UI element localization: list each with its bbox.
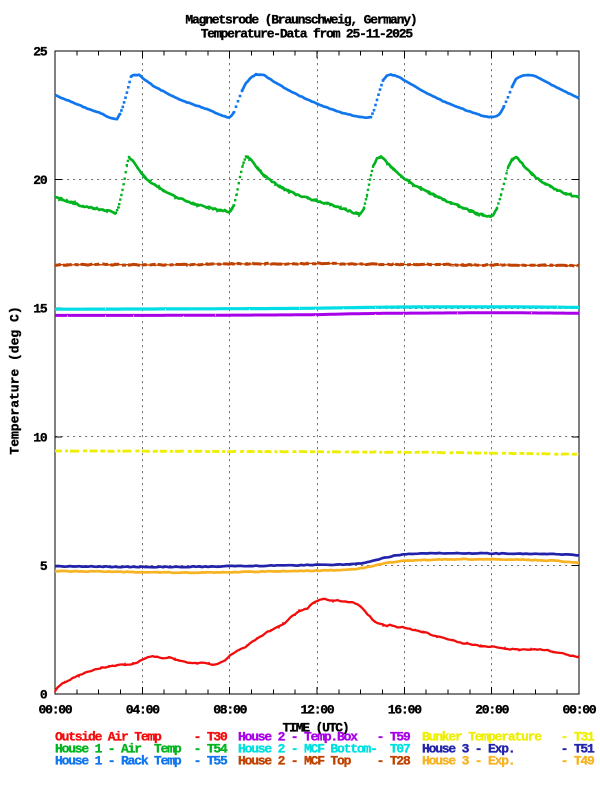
svg-text:House 3 - Exp. - T49: House 3 - Exp. - T49: [422, 754, 595, 769]
svg-text:15: 15: [33, 302, 48, 317]
svg-text:TIME (UTC): TIME (UTC): [283, 721, 349, 736]
svg-text:00:00: 00:00: [563, 703, 597, 718]
svg-text:House 2 - MCF Top - T28: House 2 - MCF Top - T28: [238, 754, 411, 769]
svg-text:12:00: 12:00: [301, 703, 335, 718]
svg-text:Temperature (deg C): Temperature (deg C): [8, 306, 23, 454]
svg-text:10: 10: [33, 430, 48, 445]
svg-text:0: 0: [40, 688, 48, 703]
svg-text:House 1 - Rack Temp - T55: House 1 - Rack Temp - T55: [55, 754, 228, 769]
svg-text:16:00: 16:00: [388, 703, 422, 718]
svg-text:House 3 - Exp. - T51: House 3 - Exp. - T51: [422, 742, 595, 757]
svg-text:5: 5: [40, 559, 48, 574]
svg-text:20: 20: [33, 173, 48, 188]
svg-text:20:00: 20:00: [475, 703, 509, 718]
svg-text:House 2 - MCF Bottom- T07: House 2 - MCF Bottom- T07: [238, 742, 410, 757]
svg-text:00:00: 00:00: [39, 703, 73, 718]
svg-text:04:00: 04:00: [126, 703, 160, 718]
svg-text:House 2 - Temp.Box - T59: House 2 - Temp.Box - T59: [238, 730, 411, 745]
svg-text:25: 25: [33, 45, 48, 60]
svg-text:Temperature-Data from 25-11-20: Temperature-Data from 25-11-2025: [201, 27, 414, 42]
svg-text:Magnetsrode (Braunschweig, Ger: Magnetsrode (Braunschweig, Germany): [185, 13, 416, 28]
svg-text:Outside Air Temp - T30: Outside Air Temp - T30: [55, 730, 228, 745]
svg-text:Bunker Temperature - T31: Bunker Temperature - T31: [422, 730, 595, 745]
svg-text:08:00: 08:00: [213, 703, 247, 718]
svg-text:House 1 - Air Temp - T54: House 1 - Air Temp - T54: [55, 742, 228, 757]
